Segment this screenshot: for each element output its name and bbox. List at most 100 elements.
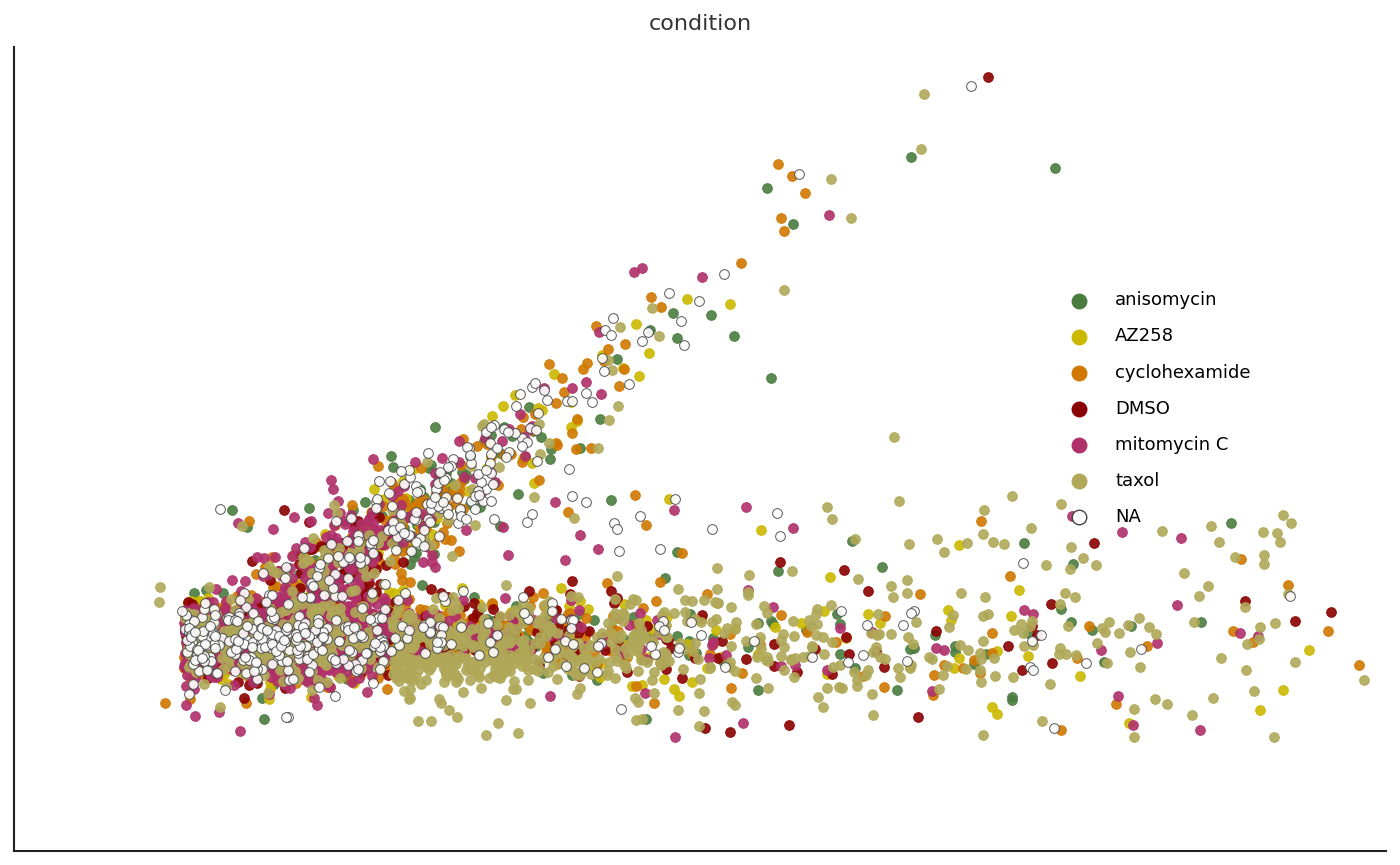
Point — [242, 604, 265, 618]
Point — [538, 357, 560, 371]
Point — [244, 627, 266, 641]
Point — [281, 623, 304, 637]
Point — [258, 634, 280, 648]
Point — [444, 631, 466, 645]
Point — [330, 649, 353, 663]
Point — [329, 626, 351, 640]
Point — [463, 655, 486, 669]
Point — [252, 658, 274, 672]
Point — [760, 371, 783, 385]
Point — [493, 618, 515, 632]
Point — [545, 495, 567, 509]
Point — [473, 434, 496, 448]
Point — [183, 613, 206, 627]
Point — [284, 676, 307, 690]
Point — [262, 644, 284, 657]
Point — [304, 646, 326, 660]
Point — [276, 640, 298, 654]
Point — [189, 649, 211, 663]
Point — [426, 510, 448, 524]
Point — [284, 632, 307, 646]
Point — [181, 632, 203, 646]
Point — [241, 625, 263, 638]
Point — [406, 518, 428, 532]
Point — [606, 591, 629, 605]
Point — [245, 662, 267, 676]
Point — [251, 607, 273, 621]
Point — [325, 628, 347, 642]
Point — [214, 644, 237, 658]
Point — [392, 644, 414, 658]
Point — [508, 407, 531, 420]
Point — [601, 363, 623, 377]
Point — [239, 650, 262, 663]
Point — [185, 663, 207, 676]
Point — [1201, 691, 1224, 705]
Point — [251, 691, 273, 705]
Point — [186, 614, 209, 628]
Point — [273, 676, 295, 690]
Point — [239, 604, 262, 618]
Point — [533, 383, 556, 397]
Point — [216, 625, 238, 638]
Point — [410, 631, 433, 645]
Point — [223, 652, 245, 666]
Point — [962, 653, 984, 667]
Point — [207, 618, 230, 632]
Point — [367, 638, 389, 651]
Point — [700, 638, 722, 651]
Point — [563, 511, 585, 525]
Point — [298, 591, 321, 605]
Point — [263, 628, 286, 642]
Point — [242, 675, 265, 689]
Point — [246, 634, 269, 648]
Point — [798, 649, 820, 663]
Point — [276, 620, 298, 634]
Point — [227, 657, 249, 670]
Point — [283, 631, 305, 645]
Point — [192, 631, 214, 644]
Point — [266, 609, 288, 623]
Point — [507, 727, 529, 740]
Point — [519, 623, 542, 637]
Point — [203, 630, 225, 644]
Point — [232, 602, 255, 616]
Point — [420, 555, 442, 569]
Point — [462, 590, 484, 604]
Point — [942, 608, 965, 622]
Point — [197, 626, 220, 640]
Point — [225, 618, 248, 631]
Point — [337, 651, 360, 665]
Point — [633, 630, 655, 644]
Point — [181, 612, 203, 626]
Point — [188, 631, 210, 645]
Point — [315, 573, 337, 586]
Point — [210, 634, 232, 648]
Point — [175, 644, 197, 658]
Point — [321, 659, 343, 673]
Point — [615, 633, 637, 647]
Point — [365, 492, 388, 506]
Point — [535, 630, 557, 644]
Point — [454, 472, 476, 486]
Point — [200, 617, 223, 631]
Point — [1098, 615, 1120, 629]
Point — [274, 682, 297, 695]
Point — [357, 620, 379, 634]
Point — [318, 601, 340, 615]
Point — [312, 543, 335, 557]
Point — [328, 494, 350, 508]
Point — [386, 522, 409, 536]
Point — [335, 655, 357, 669]
Point — [203, 636, 225, 650]
Point — [321, 561, 343, 574]
Point — [328, 579, 350, 593]
Point — [1242, 635, 1264, 649]
Point — [258, 611, 280, 625]
Point — [179, 628, 202, 642]
Point — [356, 653, 378, 667]
Point — [252, 628, 274, 642]
Point — [337, 652, 360, 666]
Point — [410, 627, 433, 641]
Point — [342, 606, 364, 619]
